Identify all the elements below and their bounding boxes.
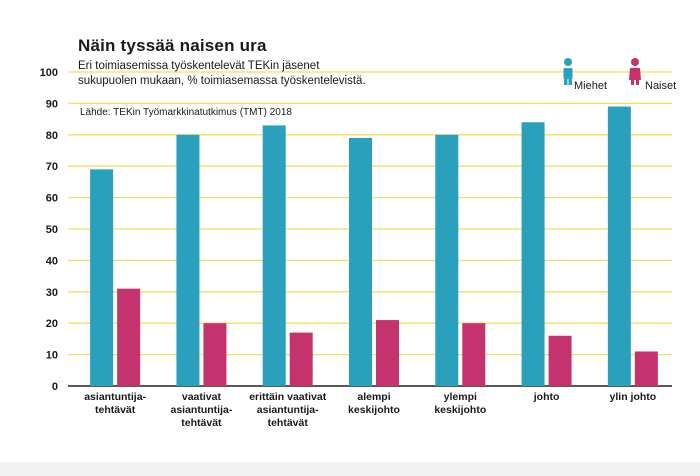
male-person-icon-body bbox=[563, 68, 573, 79]
x-category-label: tehtävät bbox=[181, 417, 222, 429]
male-person-icon-leg bbox=[564, 79, 568, 85]
bar-men bbox=[435, 134, 459, 386]
x-category-label: alempi bbox=[357, 391, 390, 403]
y-tick-label: 100 bbox=[40, 67, 58, 79]
subtitle-line-2: sukupuolen mukaan, % toimiasemassa työsk… bbox=[78, 75, 366, 87]
x-category-label: vaativat bbox=[182, 391, 222, 403]
y-tick-label: 80 bbox=[46, 130, 58, 142]
bar-men bbox=[521, 122, 545, 387]
bar-men bbox=[90, 169, 114, 386]
bar-men bbox=[176, 134, 200, 386]
bar-women bbox=[376, 320, 399, 386]
y-tick-label: 10 bbox=[46, 350, 58, 362]
x-category-label: erittäin vaativat bbox=[249, 391, 327, 403]
x-category-label: tehtävät bbox=[95, 404, 136, 416]
y-tick-label: 0 bbox=[52, 381, 58, 393]
male-person-icon-leg bbox=[568, 79, 572, 85]
bar-women bbox=[203, 323, 227, 386]
chart-subtitle: Eri toimiasemissa työskentelevät TEKin j… bbox=[78, 59, 378, 89]
y-tick-label: 90 bbox=[46, 98, 58, 110]
x-category-label: asiantuntija- bbox=[84, 391, 146, 403]
y-tick-label: 40 bbox=[46, 255, 58, 267]
bar-women bbox=[462, 323, 486, 386]
x-category-label: ylempi bbox=[444, 391, 477, 403]
legend-label-women: Naiset bbox=[645, 80, 677, 92]
x-category-label: ylin johto bbox=[610, 391, 657, 403]
x-category-label: keskijohto bbox=[434, 404, 486, 416]
female-person-icon-leg bbox=[636, 80, 639, 85]
bar-women bbox=[117, 288, 141, 386]
bar-men bbox=[607, 106, 631, 386]
bar-women bbox=[634, 351, 658, 386]
chart-title: Näin tyssää naisen ura bbox=[78, 36, 267, 55]
bottom-band bbox=[0, 462, 700, 476]
y-tick-label: 50 bbox=[46, 224, 58, 236]
x-category-label: johto bbox=[533, 391, 560, 403]
bar-men bbox=[262, 125, 286, 386]
female-person-icon-body bbox=[629, 68, 641, 80]
x-category-label: asiantuntija- bbox=[171, 404, 233, 416]
x-category-label: tehtävät bbox=[268, 417, 309, 429]
y-tick-label: 70 bbox=[46, 161, 58, 173]
chart-source: Lähde: TEKin Työmarkkinatutkimus (TMT) 2… bbox=[80, 107, 292, 118]
female-person-icon-head bbox=[631, 58, 639, 66]
bar-women bbox=[548, 335, 572, 386]
y-tick-label: 20 bbox=[46, 318, 58, 330]
bar-women bbox=[289, 332, 313, 386]
x-category-label: asiantuntija- bbox=[257, 404, 319, 416]
bar-men bbox=[349, 137, 372, 386]
male-person-icon-head bbox=[564, 58, 572, 66]
y-tick-label: 30 bbox=[46, 287, 58, 299]
subtitle-line-1: Eri toimiasemissa työskentelevät TEKin j… bbox=[78, 60, 320, 72]
y-tick-label: 60 bbox=[46, 193, 58, 205]
female-person-icon-leg bbox=[631, 80, 634, 85]
legend-label-men: Miehet bbox=[574, 80, 608, 92]
x-category-label: keskijohto bbox=[348, 404, 400, 416]
